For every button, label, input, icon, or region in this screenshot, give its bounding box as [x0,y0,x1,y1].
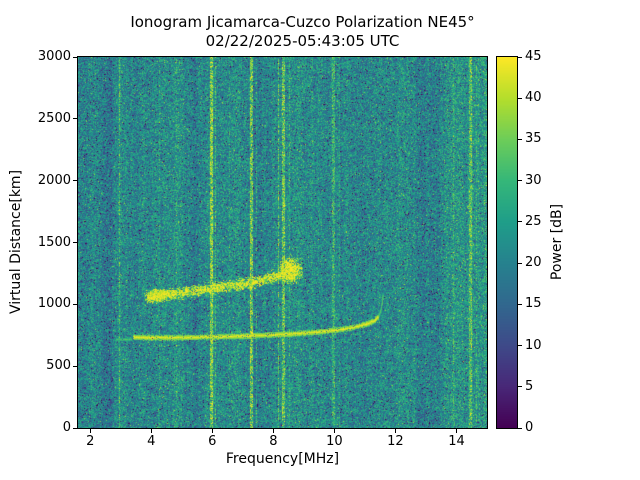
x-tick-label-12: 12 [387,434,404,449]
x-tick-label-4: 4 [147,434,156,449]
colorbar-tick-label-20: 20 [525,255,542,271]
colorbar-tick-mark [518,427,522,429]
y-tick-mark [73,365,77,367]
x-tick-label-8: 8 [269,434,278,449]
colorbar-tick-label-15: 15 [525,296,542,312]
y-tick-label-3000: 3000 [37,49,71,64]
colorbar-tick-label-0: 0 [525,420,534,435]
colorbar-tick-label-30: 30 [525,172,542,188]
colorbar-tick-mark [518,303,522,305]
colorbar-tick-label-45: 45 [525,49,542,64]
y-tick-mark [73,242,77,243]
x-tick-mark [150,429,152,433]
x-tick-label-10: 10 [326,434,343,449]
colorbar-tick-mark [518,180,522,182]
y-tick-mark [73,427,77,429]
y-tick-label-1500: 1500 [37,234,71,250]
colorbar-canvas [497,57,517,428]
plot-area [77,56,488,429]
x-tick-label-2: 2 [86,434,95,449]
heatmap-canvas [78,57,487,428]
colorbar-label: Power [dB] [549,203,565,281]
y-tick-mark [73,56,77,58]
x-tick-mark [272,429,274,433]
y-tick-mark [73,180,77,182]
colorbar-tick-label-25: 25 [525,213,542,229]
y-axis-label: Virtual Distance[km] [8,169,24,315]
x-tick-mark [394,429,396,433]
colorbar-tick-mark [518,262,522,264]
x-tick-mark [211,429,213,433]
y-tick-label-0: 0 [62,420,71,435]
y-tick-label-2500: 2500 [37,110,71,126]
x-tick-mark [455,429,457,433]
colorbar-tick-mark [518,138,522,140]
colorbar-tick-mark [518,386,522,388]
colorbar-tick-label-40: 40 [525,90,542,106]
colorbar-tick-label-10: 10 [525,337,542,353]
colorbar [496,56,518,429]
colorbar-tick-mark [518,56,522,58]
y-tick-label-1000: 1000 [37,296,71,312]
x-tick-label-6: 6 [208,434,217,449]
colorbar-tick-mark [518,345,522,347]
chart-title: Ionogram Jicamarca-Cuzco Polarization NE… [78,13,527,51]
colorbar-tick-mark [518,221,522,223]
x-axis-label: Frequency[MHz] [225,451,340,467]
y-tick-mark [73,118,77,120]
y-tick-label-500: 500 [46,358,71,374]
y-tick-label-2000: 2000 [37,172,71,188]
colorbar-tick-mark [518,97,522,99]
x-tick-mark [333,429,335,433]
y-tick-mark [73,303,77,305]
x-tick-label-14: 14 [448,434,465,449]
colorbar-tick-label-5: 5 [525,378,534,394]
x-tick-mark [89,429,91,433]
chart-title-line2: 02/22/2025-05:43:05 UTC [205,32,400,50]
colorbar-tick-label-35: 35 [525,131,542,147]
chart-title-line1: Ionogram Jicamarca-Cuzco Polarization NE… [130,13,475,31]
